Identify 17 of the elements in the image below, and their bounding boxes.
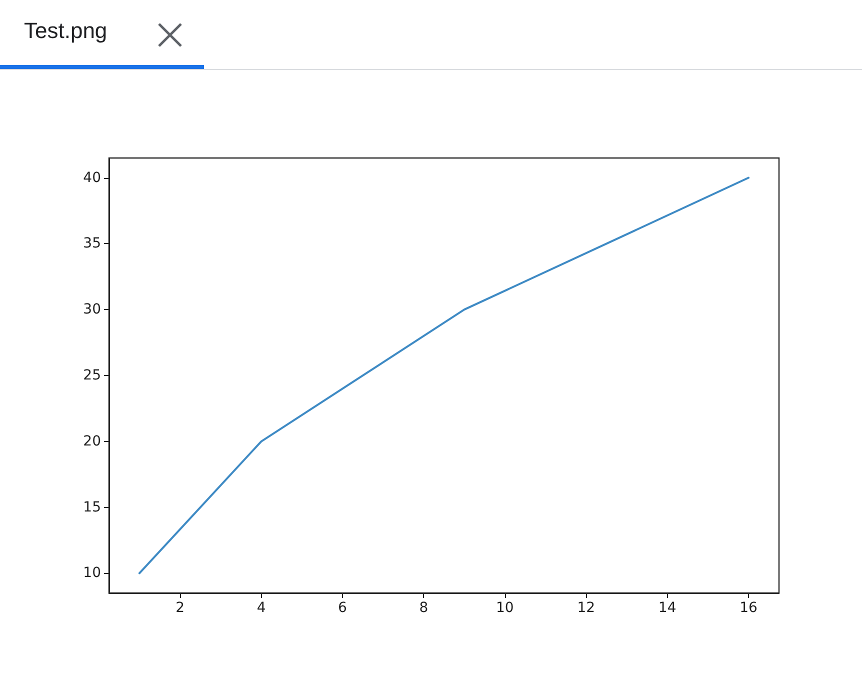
- y-tick-label: 20: [83, 433, 101, 450]
- x-tick-label: 10: [496, 600, 514, 616]
- y-tick-label: 15: [83, 499, 101, 516]
- x-tick-label: 14: [658, 600, 676, 616]
- x-tick-label: 2: [176, 600, 185, 616]
- line-series: [138, 176, 750, 574]
- y-tick-label: 35: [83, 236, 101, 252]
- y-tick-label: 40: [83, 170, 101, 186]
- y-tick-label: 25: [83, 368, 101, 384]
- x-tick-label: 12: [577, 600, 596, 616]
- x-tick-label: 4: [256, 600, 266, 616]
- x-tick-label: 16: [740, 600, 758, 616]
- x-tick-label: 8: [419, 600, 428, 616]
- y-tick-label: 10: [83, 565, 101, 582]
- y-tick-label: 30: [83, 302, 101, 318]
- x-tick-label: 6: [338, 600, 348, 616]
- chart-title: Test.png: [24, 18, 108, 44]
